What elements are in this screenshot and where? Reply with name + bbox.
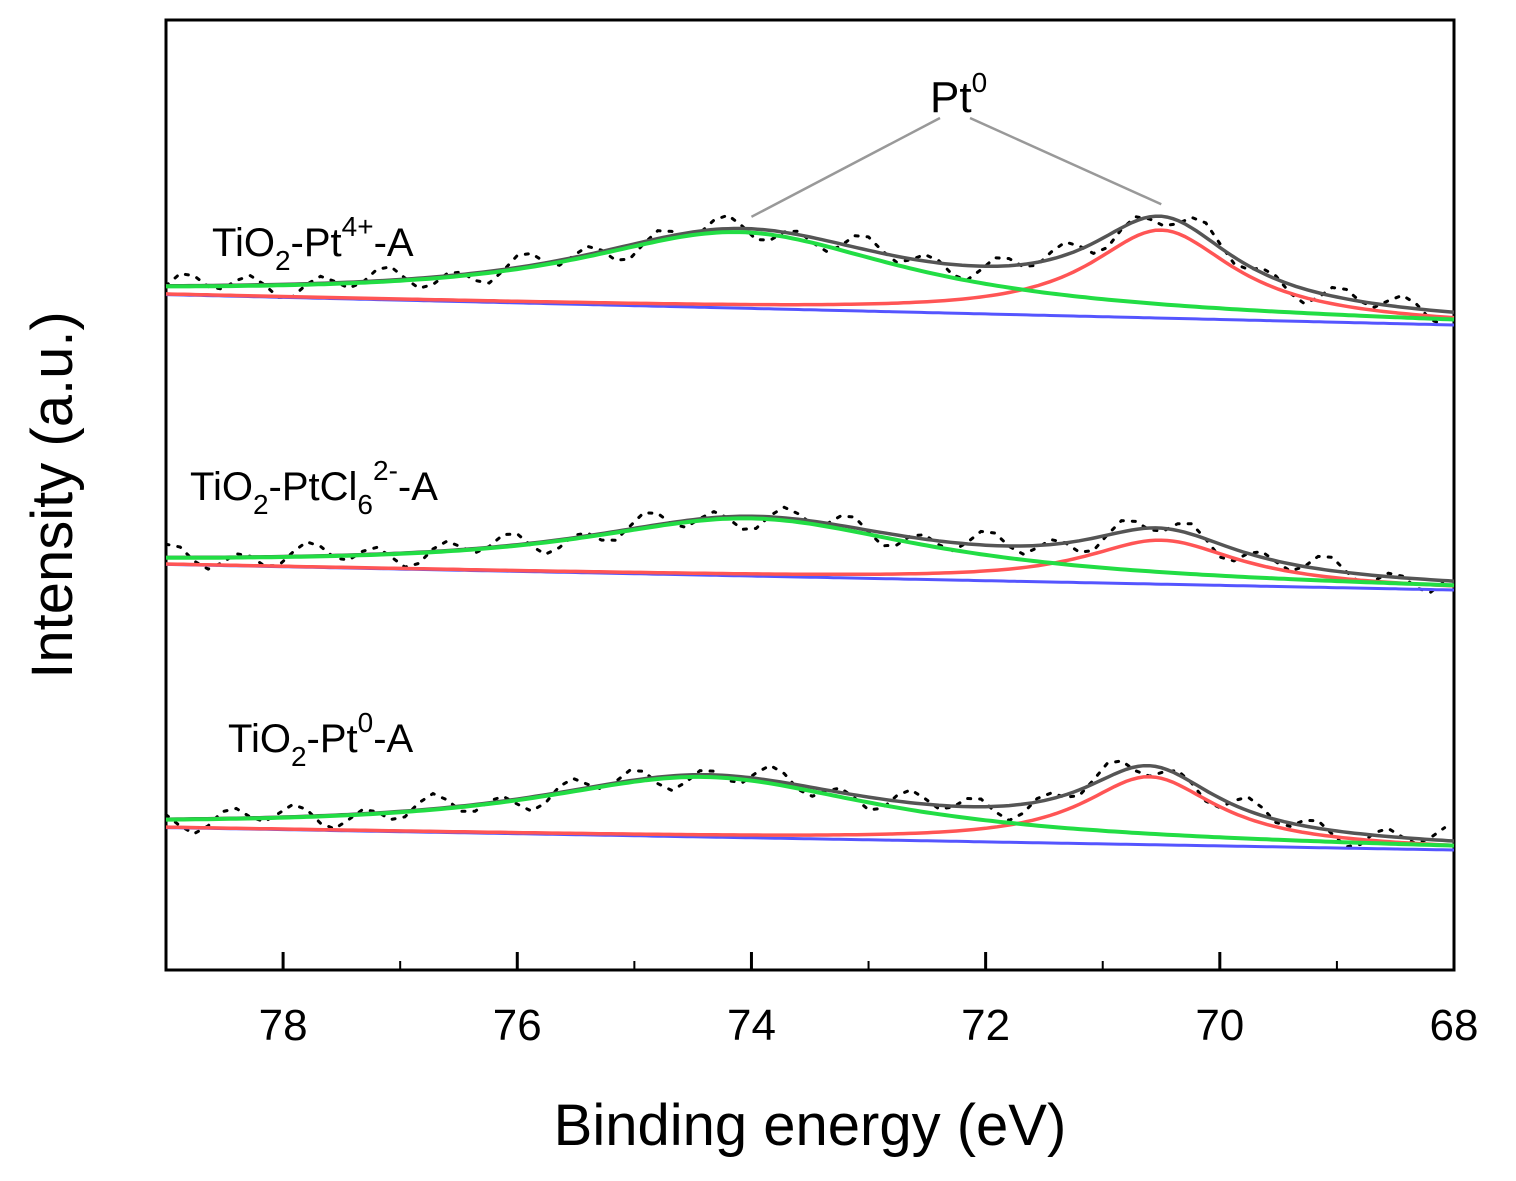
peak-70-fit <box>165 774 1455 848</box>
x-tick-label: 74 <box>727 1001 776 1050</box>
series-label: TiO2-Pt0-A <box>228 707 414 772</box>
x-tick-label: 70 <box>1195 1001 1244 1050</box>
series-labels: TiO2-Pt4+-A TiO2-PtCl62--A TiO2-Pt0-A <box>190 211 438 772</box>
x-axis-ticks: 78 76 74 72 70 68 <box>165 952 1479 1050</box>
y-axis-title: Intensity (a.u.) <box>20 311 85 678</box>
plot-frame <box>164 18 1456 972</box>
peak-74-fit <box>166 516 1455 588</box>
peak-74-fit <box>166 230 1455 322</box>
series-label: TiO2-Pt4+-A <box>212 211 414 276</box>
x-tick-label: 76 <box>493 1001 542 1050</box>
peak-74-fit <box>166 774 1455 848</box>
x-tick-label: 68 <box>1430 1001 1479 1050</box>
annotation-label: Pt0 <box>930 67 987 122</box>
x-axis-title: Binding energy (eV) <box>554 1093 1067 1158</box>
annotation-pointer <box>969 116 1162 206</box>
peak-70-fit <box>165 538 1455 588</box>
annotation-pointer <box>750 116 941 218</box>
peak-70-fit <box>165 228 1455 320</box>
x-tick-label: 78 <box>259 1001 308 1050</box>
pt0-annotation: Pt0 <box>750 67 1162 218</box>
curves <box>164 213 1455 852</box>
series-label: TiO2-PtCl62--A <box>190 455 438 520</box>
x-tick-label: 72 <box>961 1001 1010 1050</box>
envelope-fit <box>166 514 1455 583</box>
